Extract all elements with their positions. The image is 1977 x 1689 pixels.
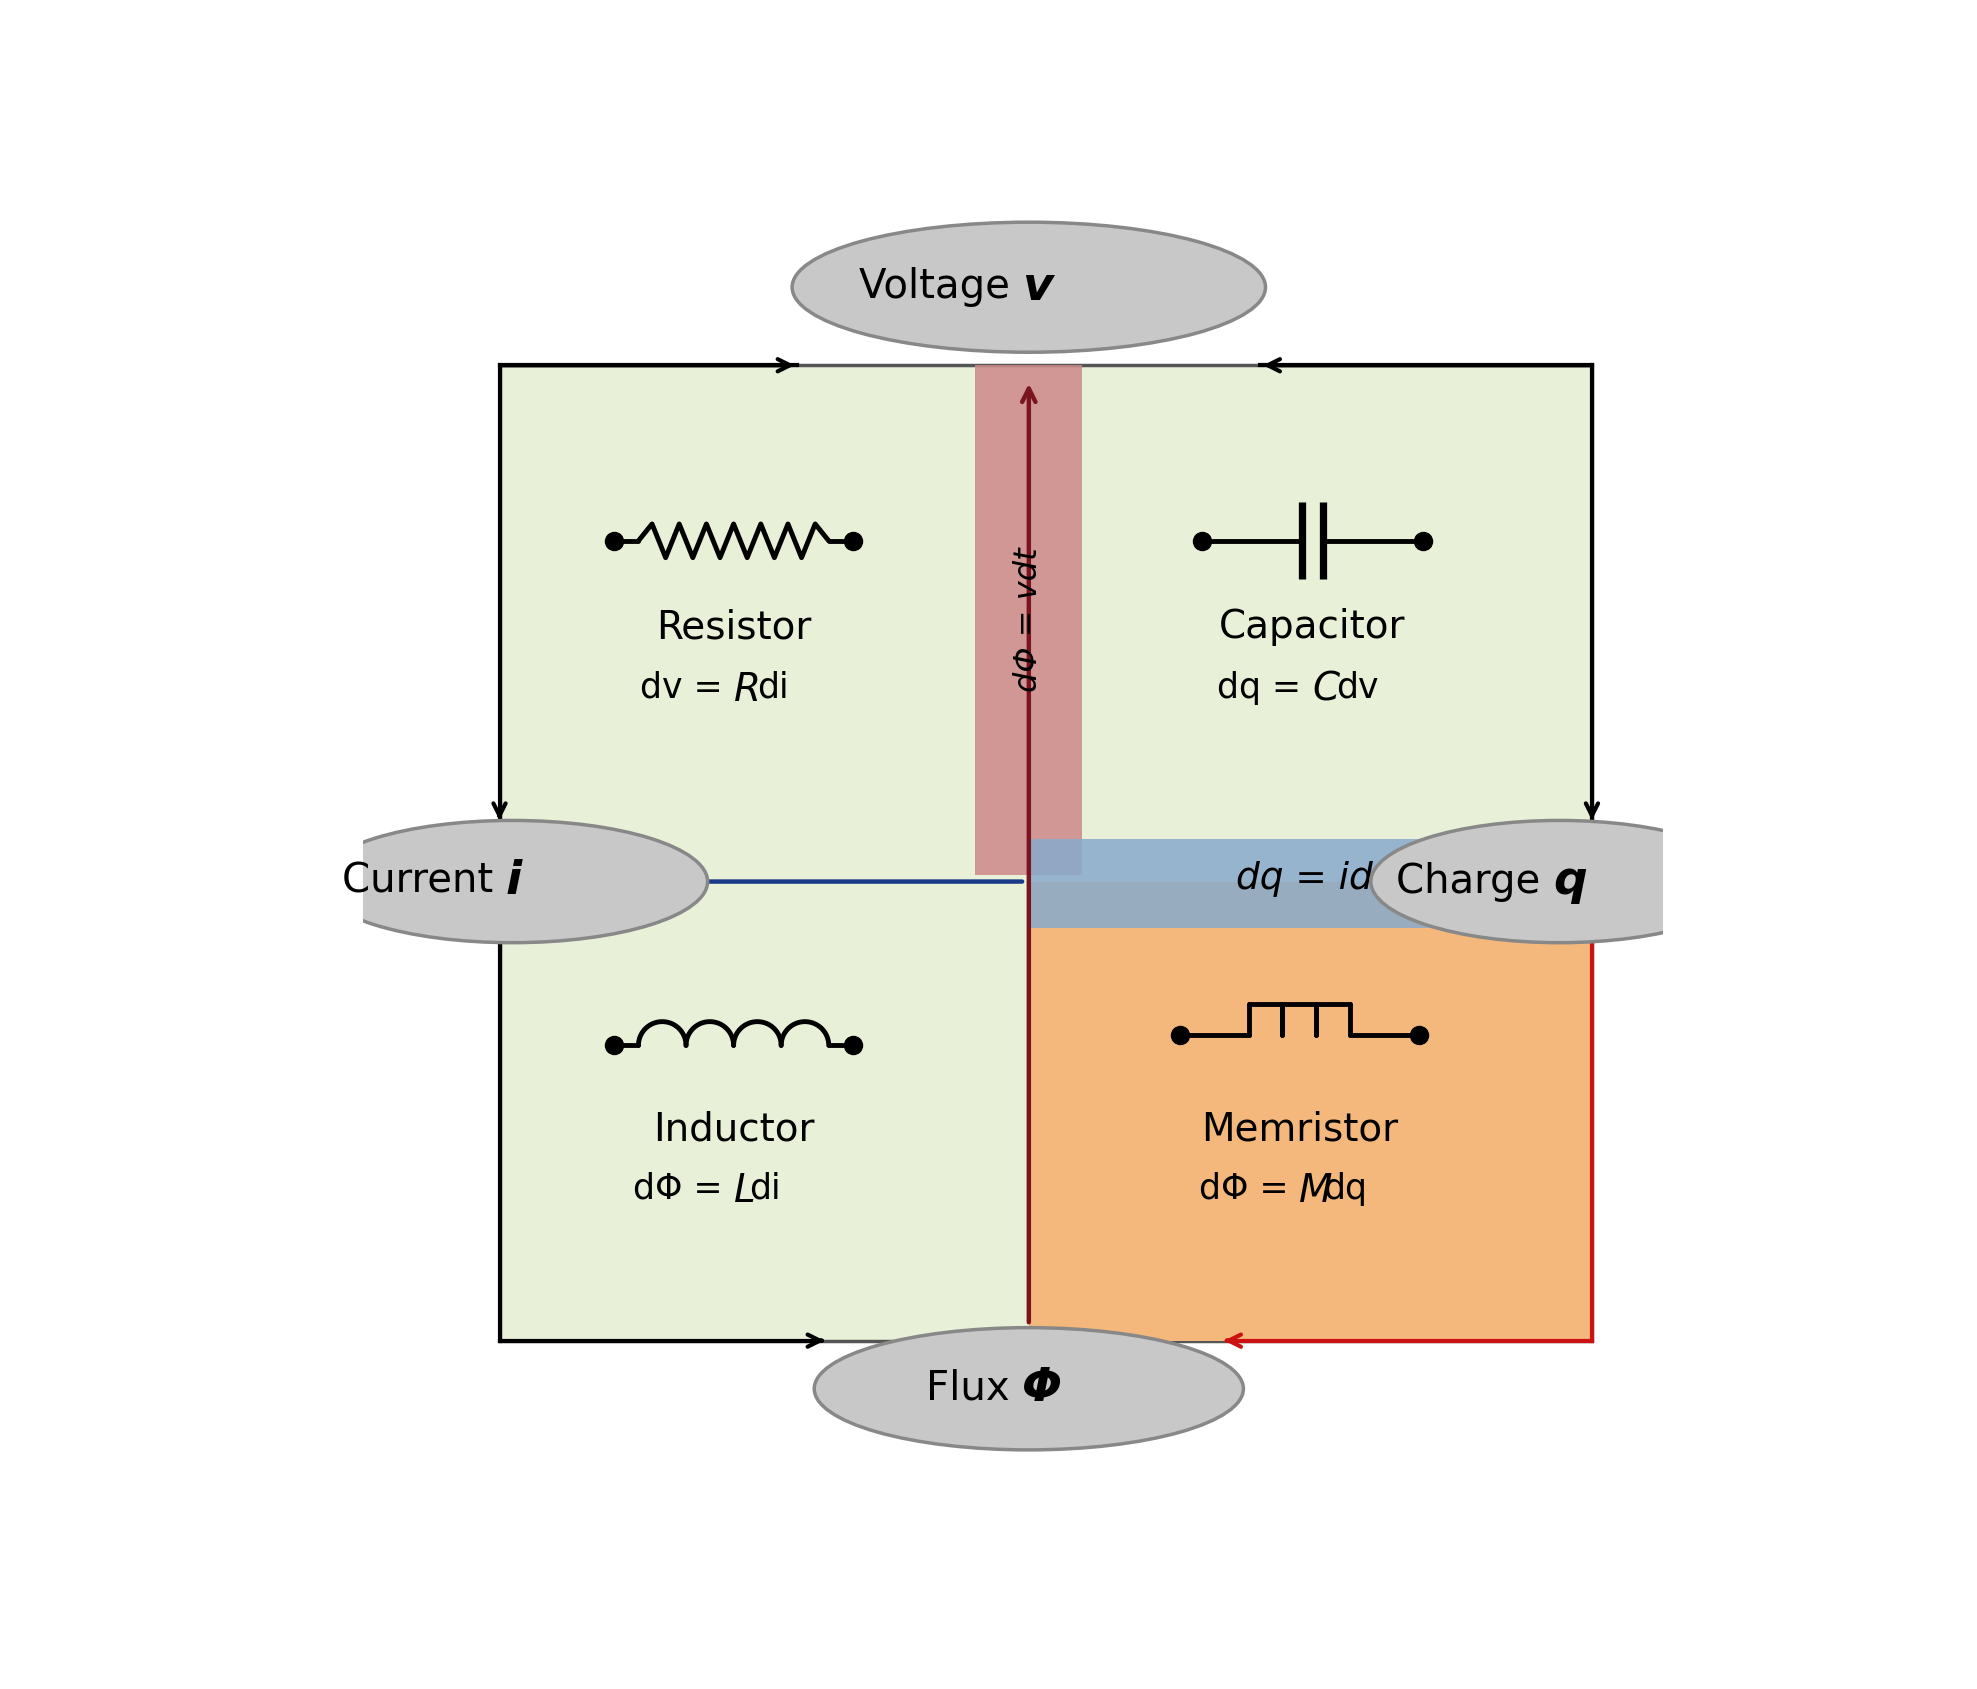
Text: Charge: Charge [1396, 861, 1552, 902]
FancyBboxPatch shape [500, 365, 1591, 1341]
Text: dv =: dv = [641, 671, 733, 704]
Text: C: C [1313, 671, 1340, 709]
Text: Φ: Φ [1022, 1366, 1062, 1412]
Text: di: di [749, 1172, 781, 1206]
Text: R: R [733, 671, 761, 709]
Text: di: di [757, 671, 789, 704]
Text: Memristor: Memristor [1200, 1110, 1398, 1149]
Text: M: M [1299, 1172, 1332, 1209]
Text: dΦ =: dΦ = [1198, 1172, 1299, 1206]
Text: dq: dq [1323, 1172, 1366, 1206]
Text: v: v [1022, 265, 1054, 309]
Text: dΦ = vdt: dΦ = vdt [1014, 547, 1044, 692]
Text: L: L [733, 1172, 755, 1209]
Text: Voltage: Voltage [858, 267, 1022, 307]
Text: dq = idt: dq = idt [1236, 861, 1388, 897]
Text: Current: Current [342, 861, 506, 902]
Text: Inductor: Inductor [652, 1110, 815, 1149]
Text: Flux: Flux [925, 1368, 1022, 1409]
Ellipse shape [815, 1328, 1244, 1449]
FancyBboxPatch shape [1028, 882, 1591, 1341]
Text: Capacitor: Capacitor [1220, 608, 1406, 647]
FancyBboxPatch shape [975, 365, 1081, 875]
Ellipse shape [318, 821, 708, 942]
Text: dq =: dq = [1218, 671, 1313, 704]
FancyBboxPatch shape [1032, 839, 1591, 927]
Text: dv: dv [1336, 671, 1378, 704]
Text: Resistor: Resistor [656, 608, 811, 647]
Ellipse shape [793, 223, 1265, 353]
Ellipse shape [1370, 821, 1748, 942]
Text: q: q [1552, 860, 1588, 904]
Text: dΦ =: dΦ = [633, 1172, 733, 1206]
Text: i: i [506, 860, 522, 904]
